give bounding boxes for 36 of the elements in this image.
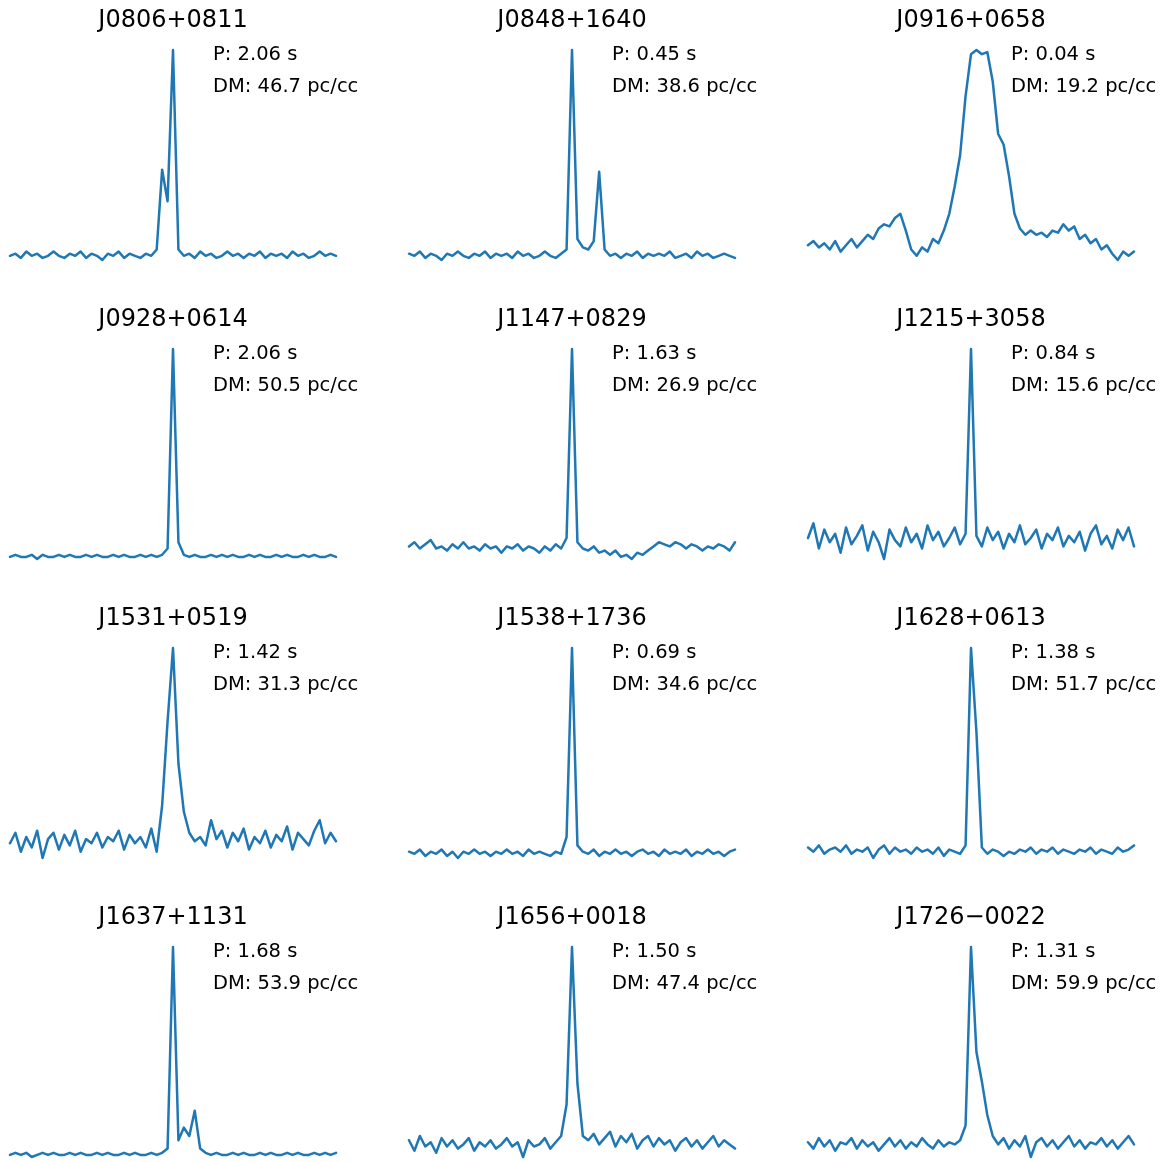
chart-title: J0928+0614 [96, 304, 248, 332]
chart-title: J1656+0018 [495, 902, 647, 930]
annotation: P: 2.06 s [213, 341, 298, 364]
chart-title: J1628+0613 [894, 603, 1046, 631]
annotation: DM: 31.3 pc/cc [213, 672, 359, 695]
annotation: DM: 15.6 pc/cc [1011, 373, 1157, 396]
annotation: P: 1.50 s [612, 939, 697, 962]
annotation: DM: 53.9 pc/cc [213, 971, 359, 994]
annotation: DM: 34.6 pc/cc [612, 672, 758, 695]
annotation: P: 0.84 s [1011, 341, 1096, 364]
annotation: P: 0.45 s [612, 42, 697, 65]
annotation: DM: 50.5 pc/cc [213, 373, 359, 396]
annotation: DM: 51.7 pc/cc [1011, 672, 1157, 695]
chart-title: J1538+1736 [495, 603, 647, 631]
chart-title: J1147+0829 [495, 304, 647, 332]
annotation: DM: 59.9 pc/cc [1011, 971, 1157, 994]
chart-title: J1726−0022 [894, 902, 1046, 930]
annotation: DM: 26.9 pc/cc [612, 373, 758, 396]
annotation: P: 1.31 s [1011, 939, 1096, 962]
annotation: P: 1.42 s [213, 640, 298, 663]
annotation: DM: 19.2 pc/cc [1011, 74, 1157, 97]
chart-title: J1215+3058 [894, 304, 1046, 332]
annotation: DM: 47.4 pc/cc [612, 971, 758, 994]
annotation: P: 0.69 s [612, 640, 697, 663]
chart-title: J0848+1640 [495, 5, 647, 33]
chart-title: J0806+0811 [96, 5, 248, 33]
annotation: P: 1.63 s [612, 341, 697, 364]
chart-title: J0916+0658 [894, 5, 1046, 33]
annotation: DM: 38.6 pc/cc [612, 74, 758, 97]
annotation: DM: 46.7 pc/cc [213, 74, 359, 97]
annotation: P: 1.68 s [213, 939, 298, 962]
chart-title: J1531+0519 [96, 603, 248, 631]
chart-title: J1637+1131 [96, 902, 248, 930]
annotation: P: 0.04 s [1011, 42, 1096, 65]
annotation: P: 2.06 s [213, 42, 298, 65]
annotation: P: 1.38 s [1011, 640, 1096, 663]
